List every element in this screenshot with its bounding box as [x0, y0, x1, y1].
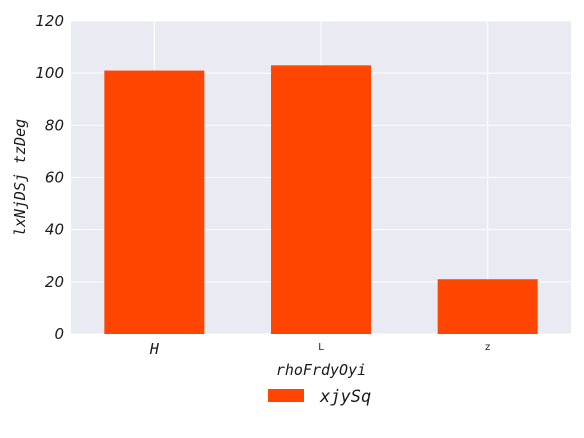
- y-axis-label: lxNjDSj tzDeg: [11, 119, 29, 236]
- y-tick-label: 40: [45, 221, 64, 239]
- y-tick-label: 0: [54, 325, 64, 343]
- legend-swatch: [268, 389, 304, 402]
- x-axis-label: rhoFrdyOyi: [276, 361, 366, 379]
- y-tick-label: 120: [35, 12, 64, 30]
- y-tick-label: 20: [45, 273, 64, 291]
- bar-z: [438, 279, 538, 334]
- bar-L: [271, 65, 371, 334]
- y-axis-ticks: 0 20 40 60 80 100 120: [35, 12, 64, 343]
- x-tick-label: H: [149, 340, 160, 358]
- y-tick-label: 80: [45, 116, 64, 134]
- y-tick-label: 100: [35, 64, 64, 82]
- legend-label: xjySq: [319, 387, 371, 407]
- x-tick-label: L: [318, 342, 324, 353]
- y-tick-label: 60: [45, 169, 64, 187]
- x-tick-label: z: [485, 342, 490, 353]
- legend: xjySq: [268, 387, 371, 407]
- bar-H: [104, 71, 204, 334]
